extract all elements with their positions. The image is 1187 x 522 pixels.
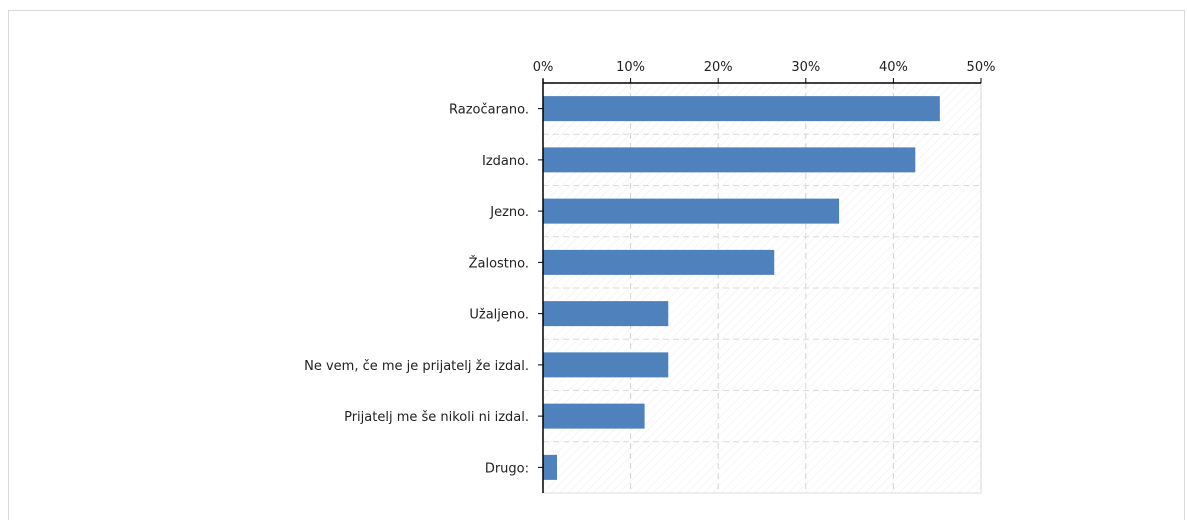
bar [543, 454, 558, 480]
bar [543, 301, 669, 327]
x-tick-label: 20% [704, 60, 733, 75]
category-label: Ne vem, če me je prijatelj že izdal. [304, 359, 529, 374]
category-label: Razočarano. [449, 103, 529, 118]
bar [543, 198, 840, 224]
bar [543, 403, 645, 429]
bars [543, 96, 940, 480]
x-tick-label: 50% [967, 60, 996, 75]
category-label: Izdano. [482, 154, 529, 169]
category-label: Užaljeno. [469, 308, 529, 323]
gridlines [543, 83, 982, 493]
bar [543, 352, 669, 378]
category-label: Žalostno. [469, 255, 529, 271]
x-tick-label: 30% [791, 60, 820, 75]
x-tick-label: 40% [879, 60, 908, 75]
bar [543, 147, 916, 173]
bar [543, 249, 775, 275]
x-tick-label: 0% [533, 60, 554, 75]
category-label: Jezno. [489, 205, 529, 220]
axes [542, 79, 981, 493]
x-tick-labels: 0% 10% 20% 30% 40% 50% [533, 60, 996, 83]
category-labels: Razočarano. Izdano. Jezno. Žalostno. Užaljen… [304, 103, 543, 476]
category-label: Drugo: [485, 461, 529, 476]
category-label: Prijatelj me še nikoli ni izdal. [344, 410, 529, 425]
x-tick-label: 10% [616, 60, 645, 75]
bar [543, 96, 940, 122]
